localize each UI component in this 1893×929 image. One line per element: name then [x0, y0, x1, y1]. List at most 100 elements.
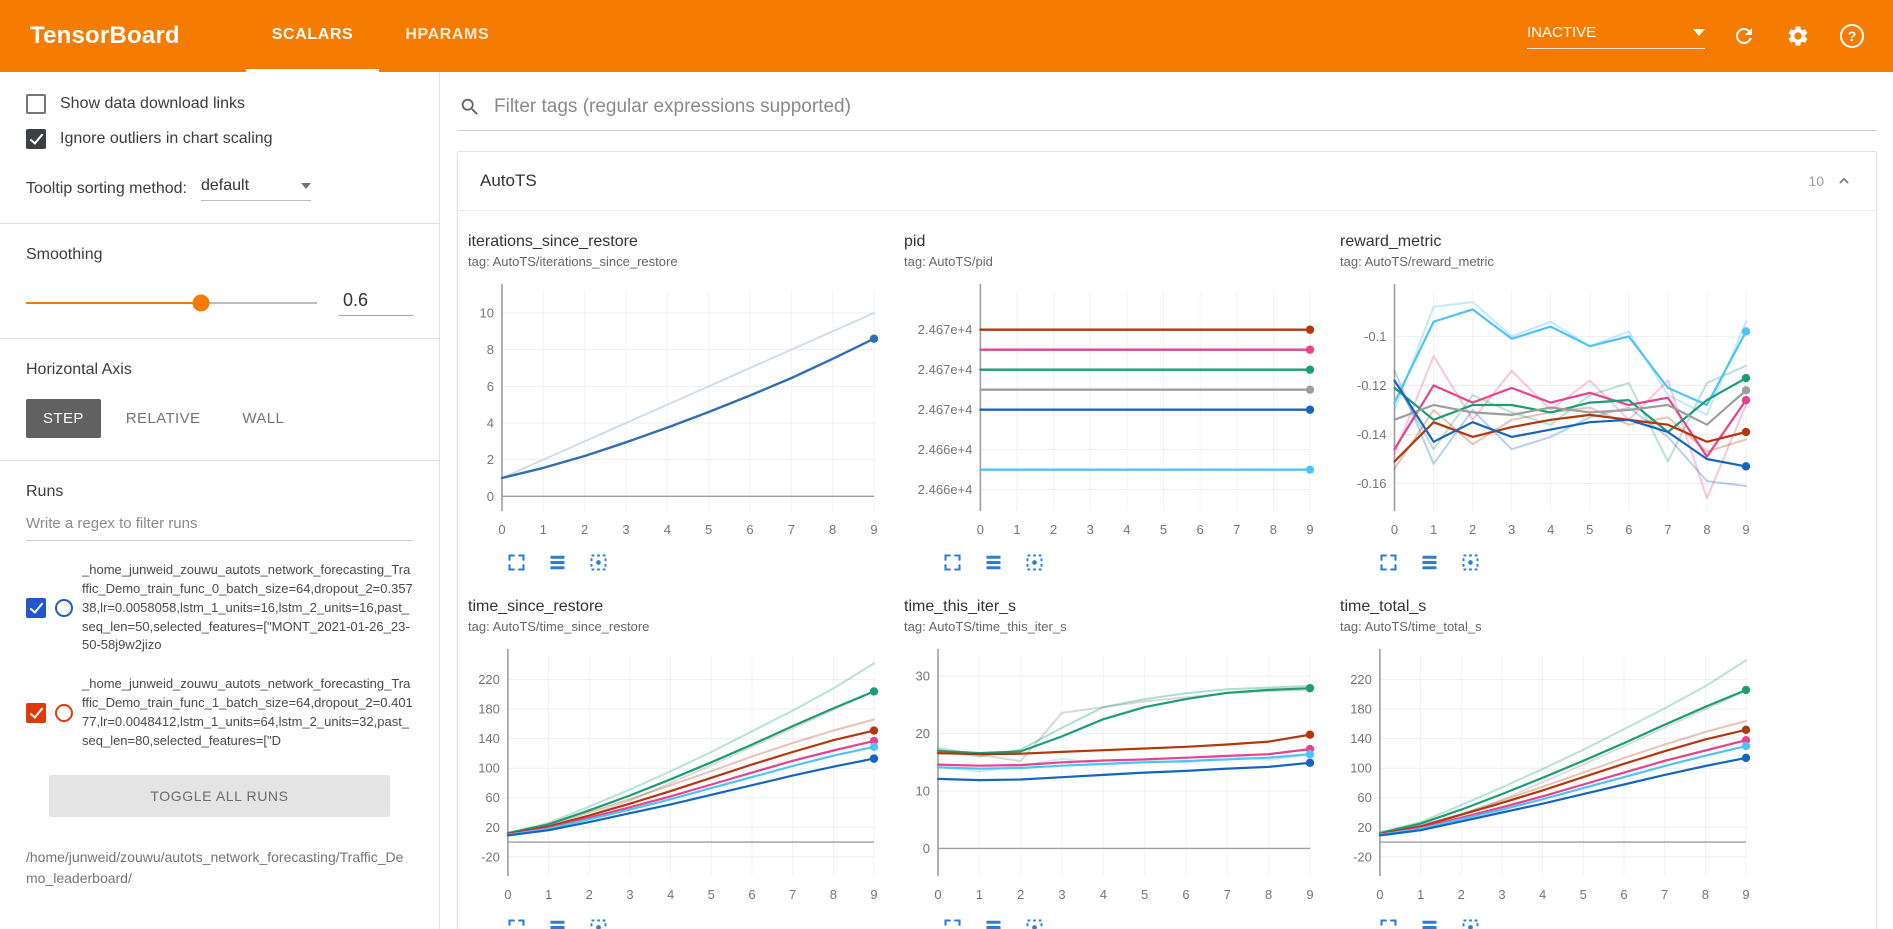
fit-domain-button[interactable]: [1022, 550, 1046, 574]
tooltip-sorting-select[interactable]: default: [200, 177, 311, 201]
data-lines-icon: [550, 555, 564, 569]
section-title: AutoTS: [480, 171, 537, 190]
svg-text:0: 0: [923, 841, 930, 856]
chart-card-reward_metric: reward_metric tag: AutoTS/reward_metric 0 1…: [1336, 233, 1768, 574]
tab-hparams[interactable]: HPARAMS: [405, 25, 490, 43]
data-lines-button[interactable]: [981, 915, 1005, 929]
smoothing-slider[interactable]: [26, 294, 317, 312]
tooltip-sorting-value: default: [200, 177, 250, 194]
chart-toolbar: [904, 550, 1328, 574]
svg-text:9: 9: [870, 522, 877, 537]
svg-text:100: 100: [1350, 761, 1372, 776]
chart-canvas[interactable]: 0 1 2 3 4 5 6 7 8 9 -0.1 -0.12 -0.14 -0.16: [1340, 277, 1760, 545]
svg-text:1: 1: [540, 522, 547, 537]
svg-text:8: 8: [829, 522, 836, 537]
svg-text:-20: -20: [481, 849, 500, 864]
fullscreen-icon: [943, 553, 961, 571]
autots-section-card: AutoTS 10 iterations_since_restore tag: A…: [457, 151, 1877, 929]
fullscreen-button[interactable]: [504, 915, 528, 929]
smoothing-value-input[interactable]: 0.6: [339, 290, 413, 316]
svg-text:7: 7: [1661, 887, 1668, 902]
chart-title: time_this_iter_s: [904, 598, 1017, 615]
fullscreen-button[interactable]: [940, 550, 964, 574]
status-dropdown[interactable]: INACTIVE: [1527, 24, 1705, 49]
data-lines-button[interactable]: [545, 915, 569, 929]
fullscreen-button[interactable]: [1376, 550, 1400, 574]
fit-domain-button[interactable]: [1022, 915, 1046, 929]
fullscreen-button[interactable]: [504, 550, 528, 574]
axis-step-button[interactable]: STEP: [26, 399, 101, 438]
svg-text:2: 2: [1017, 887, 1024, 902]
chart-card-iterations_since_restore: iterations_since_restore tag: AutoTS/iter…: [464, 233, 896, 574]
fit-domain-button[interactable]: [1458, 550, 1482, 574]
fit-domain-icon: [1026, 554, 1042, 570]
svg-text:0: 0: [1391, 522, 1398, 537]
chart-title: time_since_restore: [468, 598, 604, 615]
chart-canvas[interactable]: 0 1 2 3 4 5 6 7 8 9 0 10 20 30: [904, 642, 1324, 910]
data-lines-button[interactable]: [981, 550, 1005, 574]
data-lines-button[interactable]: [545, 550, 569, 574]
smoothing-slider-thumb[interactable]: [192, 294, 210, 312]
section-header[interactable]: AutoTS 10: [458, 152, 1876, 211]
svg-text:6: 6: [1182, 887, 1189, 902]
chart-card-time_since_restore: time_since_restore tag: AutoTS/time_since…: [464, 598, 896, 929]
data-lines-button[interactable]: [1417, 915, 1441, 929]
chart-canvas[interactable]: 0 1 2 3 4 5 6 7 8 9 2.467e+4 2.467e+4 2.467e+4 2.466e…: [904, 277, 1324, 545]
svg-text:7: 7: [1233, 522, 1240, 537]
svg-text:220: 220: [1350, 672, 1372, 687]
fullscreen-icon: [507, 918, 525, 929]
svg-text:7: 7: [788, 522, 795, 537]
svg-text:5: 5: [708, 887, 715, 902]
run-item: _home_junweid_zouwu_autots_network_forec…: [26, 675, 413, 750]
svg-text:3: 3: [1087, 522, 1094, 537]
settings-button[interactable]: [1783, 21, 1813, 51]
svg-text:4: 4: [1539, 887, 1546, 902]
ignore-outliers-checkbox[interactable]: [26, 129, 46, 149]
fullscreen-icon: [507, 553, 525, 571]
chevron-up-icon[interactable]: [1834, 171, 1854, 191]
runs-filter-input[interactable]: [26, 505, 413, 541]
run-label[interactable]: _home_junweid_zouwu_autots_network_forec…: [82, 562, 413, 653]
svg-text:7: 7: [1664, 522, 1671, 537]
tooltip-sorting-row: Tooltip sorting method: default: [26, 177, 413, 201]
svg-text:-0.1: -0.1: [1364, 329, 1386, 344]
fit-domain-button[interactable]: [586, 915, 610, 929]
data-lines-button[interactable]: [1417, 550, 1441, 574]
help-button[interactable]: ?: [1837, 21, 1867, 51]
fullscreen-button[interactable]: [1376, 915, 1400, 929]
svg-text:2: 2: [487, 452, 494, 467]
show-download-links-row: Show data download links: [26, 94, 413, 114]
chart-canvas[interactable]: 0 1 2 3 4 5 6 7 8 9 -20 20 60 100 140 180 220: [468, 642, 888, 910]
svg-text:6: 6: [746, 522, 753, 537]
run-checkbox[interactable]: [26, 702, 46, 723]
chart-canvas[interactable]: 0 1 2 3 4 5 6 7 8 9 0 2 4 6 8 10: [468, 277, 888, 545]
tag-filter-input[interactable]: [494, 96, 1875, 118]
fit-domain-button[interactable]: [586, 550, 610, 574]
run-checkbox[interactable]: [26, 598, 46, 619]
chart-canvas[interactable]: 0 1 2 3 4 5 6 7 8 9 -20 20 60 100 140 180 220: [1340, 642, 1760, 910]
fullscreen-button[interactable]: [940, 915, 964, 929]
svg-text:0: 0: [487, 489, 494, 504]
fit-domain-button[interactable]: [1458, 915, 1482, 929]
data-lines-icon: [550, 920, 564, 929]
svg-text:5: 5: [1586, 522, 1593, 537]
refresh-button[interactable]: [1729, 21, 1759, 51]
axis-relative-button[interactable]: RELATIVE: [109, 399, 218, 438]
run-radio[interactable]: [55, 599, 73, 618]
svg-text:9: 9: [1306, 522, 1313, 537]
divider: [0, 338, 439, 339]
toggle-all-runs-button[interactable]: TOGGLE ALL RUNS: [49, 774, 390, 817]
run-label[interactable]: _home_junweid_zouwu_autots_network_forec…: [82, 676, 413, 748]
horizontal-axis-buttons: STEP RELATIVE WALL: [26, 399, 413, 438]
gear-icon: [1788, 26, 1808, 46]
axis-wall-button[interactable]: WALL: [225, 399, 301, 438]
svg-text:6: 6: [1197, 522, 1204, 537]
svg-text:1: 1: [1013, 522, 1020, 537]
svg-text:6: 6: [748, 887, 755, 902]
svg-text:-20: -20: [1353, 849, 1372, 864]
svg-text:1: 1: [1417, 887, 1424, 902]
show-download-links-checkbox[interactable]: [26, 94, 46, 114]
show-download-links-label: Show data download links: [60, 95, 246, 112]
tab-scalars[interactable]: SCALARS: [245, 0, 380, 72]
run-radio[interactable]: [55, 703, 73, 722]
